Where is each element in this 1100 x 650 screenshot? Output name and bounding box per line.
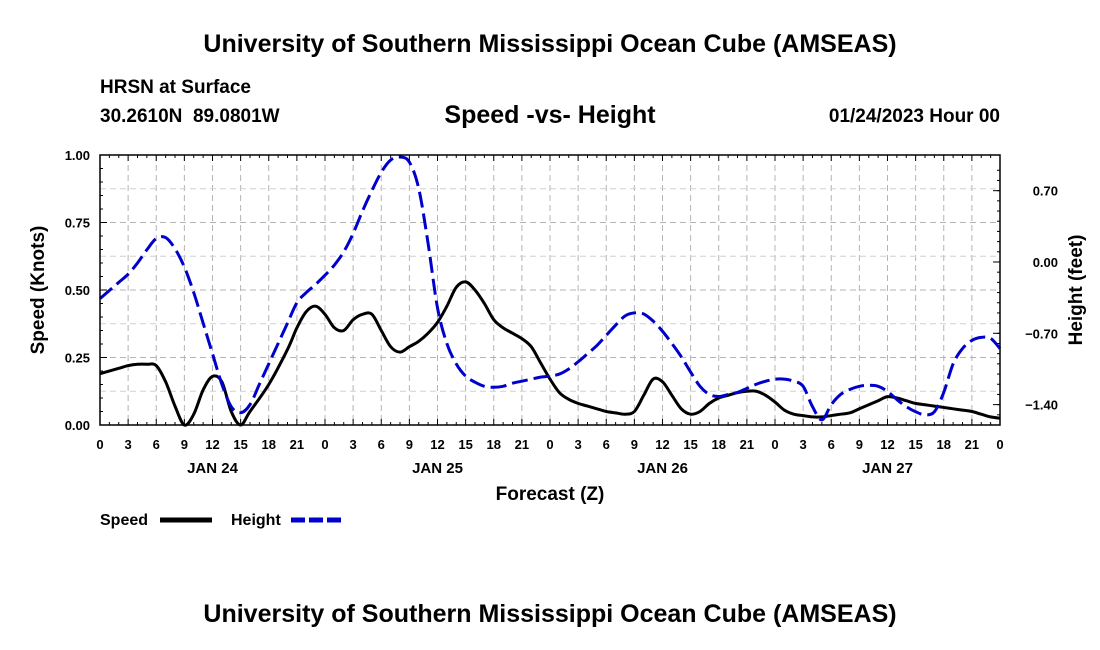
x-tick-label: 0 [546, 437, 553, 452]
x-axis-label: Forecast (Z) [496, 484, 605, 505]
x-tick-label: 21 [290, 437, 304, 452]
x-tick-label: 21 [740, 437, 754, 452]
x-tick-label: 21 [515, 437, 529, 452]
y-tick-label: 0.75 [65, 216, 90, 231]
y-tick-label: 1.00 [65, 148, 90, 163]
day-label: JAN 24 [187, 460, 239, 477]
legend-height-label: Height [231, 512, 281, 529]
x-tick-label: 0 [771, 437, 778, 452]
page-title: University of Southern Mississippi Ocean… [203, 30, 897, 58]
coordinates-label: 30.2610N 89.0801W [100, 106, 280, 127]
chart-title: Speed -vs- Height [444, 101, 656, 129]
x-tick-label: 21 [965, 437, 979, 452]
x-tick-label: 9 [631, 437, 638, 452]
x-tick-label: 3 [800, 437, 807, 452]
x-tick-label: 18 [937, 437, 951, 452]
x-tick-label: 18 [262, 437, 276, 452]
x-tick-label: 18 [487, 437, 501, 452]
series-line-speed [99, 280, 1001, 427]
x-tick-label: 0 [321, 437, 328, 452]
y-tick-label: 0.25 [65, 351, 90, 366]
station-label: HRSN at Surface [100, 77, 251, 98]
x-tick-label: 3 [350, 437, 357, 452]
footer-title: University of Southern Mississippi Ocean… [203, 600, 897, 628]
x-tick-label: 3 [575, 437, 582, 452]
x-tick-label: 9 [856, 437, 863, 452]
y2-tick-label: −1.40 [1025, 398, 1058, 413]
axis-ticks [99, 154, 1001, 426]
x-tick-label: 6 [378, 437, 385, 452]
x-tick-label: 6 [153, 437, 160, 452]
y2-tick-label: −0.70 [1025, 326, 1058, 341]
series-line-height [99, 155, 1002, 422]
grid-lines [100, 155, 1000, 425]
y2-tick-label: 0.70 [1033, 184, 1058, 199]
x-tick-label: 18 [712, 437, 726, 452]
x-tick-label: 12 [430, 437, 444, 452]
x-tick-label: 6 [603, 437, 610, 452]
x-tick-label: 15 [233, 437, 247, 452]
y-axis-label: Speed (Knots) [28, 226, 49, 355]
legend-speed-label: Speed [100, 512, 148, 529]
x-tick-label: 0 [96, 437, 103, 452]
x-tick-label: 15 [683, 437, 697, 452]
x-tick-label: 9 [181, 437, 188, 452]
series-lines [99, 155, 1002, 427]
axis-labels: 0 3 6 9 12 15 18 21 0 3 6 9 12 15 18 21 0 3 6 9 12 15 18 21 0 3 6 9… [65, 148, 1058, 477]
x-tick-label: 6 [828, 437, 835, 452]
x-tick-label: 9 [406, 437, 413, 452]
x-tick-label: 12 [205, 437, 219, 452]
forecast-date-label: 01/24/2023 Hour 00 [828, 106, 1000, 127]
day-label: JAN 26 [637, 460, 688, 477]
x-tick-label: 12 [880, 437, 894, 452]
y-tick-label: 0.50 [65, 283, 90, 298]
x-tick-label: 15 [908, 437, 922, 452]
y-tick-label: 0.00 [65, 418, 90, 433]
y2-axis-label: Height (feet) [1066, 235, 1087, 346]
legend: Speed Height [100, 512, 343, 529]
day-label: JAN 27 [862, 460, 913, 477]
x-tick-label: 3 [125, 437, 132, 452]
day-label: JAN 25 [412, 460, 463, 477]
x-tick-label: 12 [655, 437, 669, 452]
x-tick-label: 15 [458, 437, 472, 452]
x-tick-label: 0 [996, 437, 1003, 452]
y2-tick-label: 0.00 [1033, 255, 1058, 270]
